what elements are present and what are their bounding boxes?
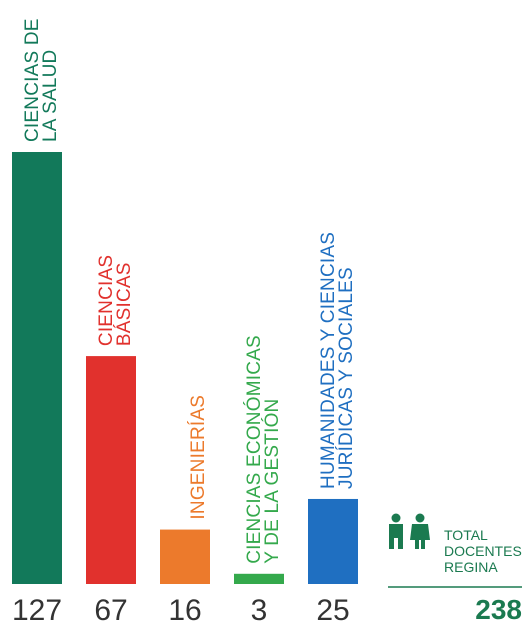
category-label-3-1: Y DE LA GESTIÓN	[261, 399, 283, 564]
total-line-1: TOTAL	[444, 527, 488, 543]
total-value: 238	[475, 594, 522, 625]
category-label-4-1: JURÍDICAS Y SOCIALES	[336, 267, 357, 489]
bar-2	[160, 529, 210, 584]
man-woman-icon	[389, 513, 430, 549]
value-label-4: 25	[316, 594, 349, 627]
bar-1	[86, 356, 136, 584]
category-label-4-0: HUMANIDADES Y CIENCIAS	[318, 232, 339, 489]
category-label-2-0: INGENIERÍAS	[188, 395, 209, 520]
value-labels-group: 127 67 16 3 25	[12, 594, 350, 627]
category-label-1-0: CIENCIAS	[96, 255, 117, 346]
bar-4	[308, 498, 358, 584]
woman-icon	[410, 513, 430, 549]
man-icon	[389, 513, 403, 549]
category-label-0-0: CIENCIAS DE	[22, 18, 43, 142]
value-label-2: 16	[168, 594, 201, 627]
total-line-2: DOCENTES	[444, 543, 522, 559]
bar-0	[12, 152, 62, 584]
category-label-3-0: CIENCIAS ECONÓMICAS	[243, 335, 265, 564]
category-label-0-1: LA SALUD	[40, 50, 61, 142]
bar-3	[234, 573, 284, 584]
category-label-1-1: BÁSICAS	[114, 262, 135, 346]
bars-group	[12, 152, 358, 584]
value-label-3: 3	[251, 594, 268, 627]
total-docentes-block: TOTAL DOCENTES REGINA 238	[388, 513, 522, 625]
value-label-0: 127	[12, 594, 62, 627]
total-line-3: REGINA	[444, 559, 498, 575]
value-label-1: 67	[94, 594, 127, 627]
